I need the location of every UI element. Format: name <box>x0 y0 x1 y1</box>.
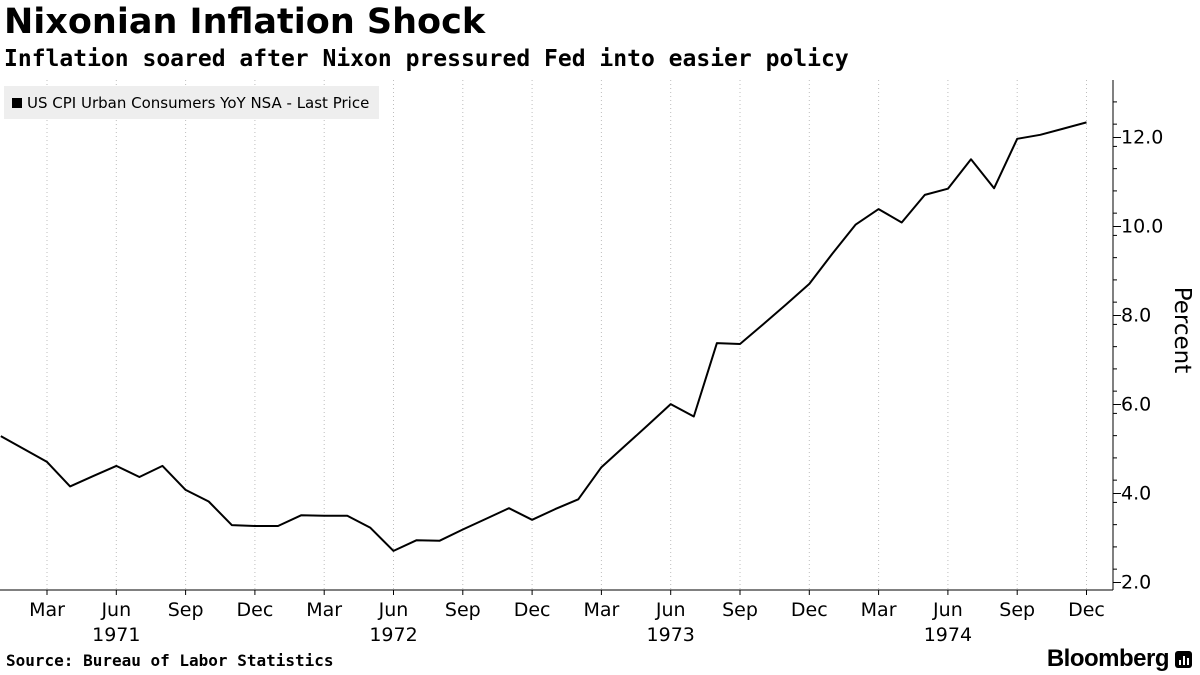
x-tick-label: Sep <box>168 599 204 621</box>
chart-subtitle: Inflation soared after Nixon pressured F… <box>4 46 849 72</box>
x-tick-label: Sep <box>445 599 481 621</box>
source-note: Source: Bureau of Labor Statistics <box>6 651 334 670</box>
y-tick-label: 12.0 <box>1121 127 1163 149</box>
brand-name: Bloomberg <box>1046 645 1170 672</box>
x-tick-label: Mar <box>583 599 619 621</box>
y-axis-label: Percent <box>1169 287 1195 374</box>
x-tick-label: Mar <box>306 599 342 621</box>
y-tick-label: 2.0 <box>1121 572 1151 594</box>
x-tick-label: Sep <box>722 599 758 621</box>
x-tick-label: Jun <box>100 599 131 621</box>
x-tick-label: Dec <box>237 599 274 621</box>
legend-swatch <box>12 97 22 108</box>
x-tick-label: Mar <box>29 599 65 621</box>
bloomberg-terminal-icon <box>1175 650 1192 668</box>
y-tick-label: 4.0 <box>1121 483 1151 505</box>
x-tick-label: Sep <box>999 599 1035 621</box>
x-year-label: 1974 <box>924 624 972 646</box>
x-tick-label: Dec <box>514 599 551 621</box>
brand-logo: Bloomberg <box>1047 645 1192 673</box>
y-tick-label: 6.0 <box>1121 394 1151 416</box>
x-year-label: 1972 <box>369 624 417 646</box>
x-tick-label: Dec <box>791 599 828 621</box>
x-year-label: 1973 <box>647 624 695 646</box>
x-tick-label: Mar <box>861 599 897 621</box>
series-line <box>0 121 1087 552</box>
x-year-label: 1971 <box>92 624 140 646</box>
legend: US CPI Urban Consumers YoY NSA - Last Pr… <box>4 86 380 119</box>
legend-label: US CPI Urban Consumers YoY NSA - Last Pr… <box>27 93 370 112</box>
x-tick-label: Jun <box>932 599 963 621</box>
chart-title: Nixonian Inflation Shock <box>4 2 486 42</box>
y-tick-label: 8.0 <box>1121 305 1151 327</box>
y-tick-label: 10.0 <box>1121 216 1163 238</box>
x-tick-label: Dec <box>1068 599 1105 621</box>
x-tick-label: Jun <box>378 599 409 621</box>
x-tick-label: Jun <box>655 599 686 621</box>
